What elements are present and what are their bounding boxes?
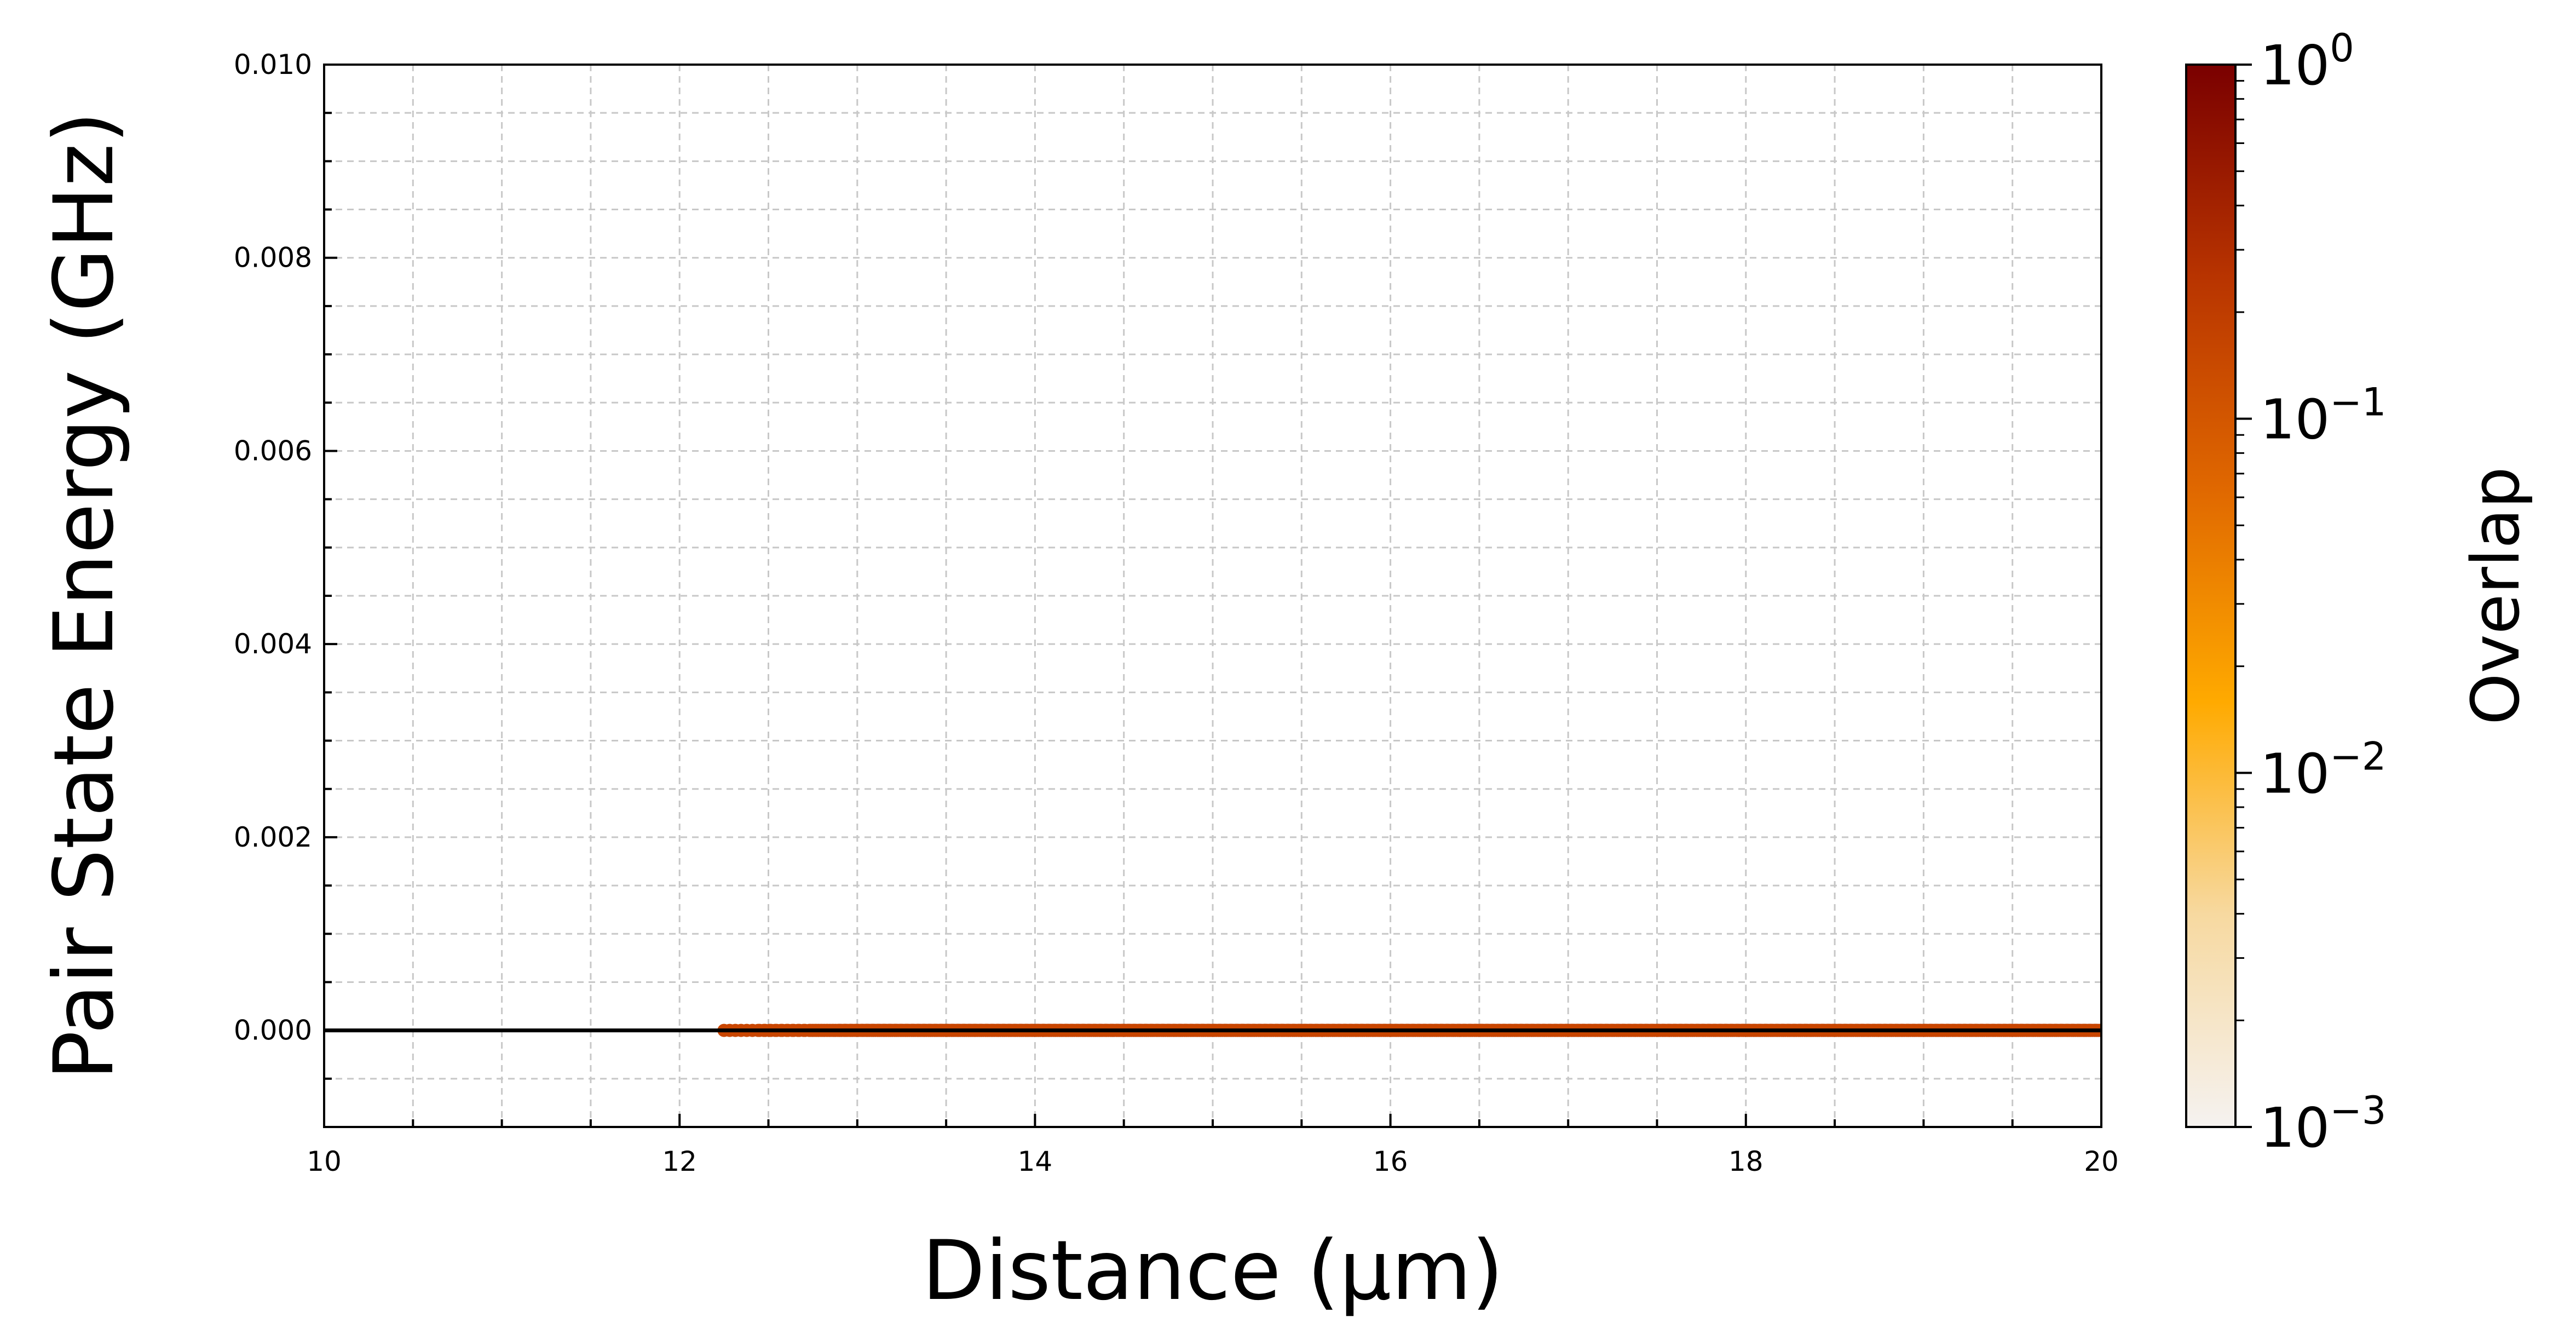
x-tick-label: 20	[2084, 1146, 2119, 1177]
y-tick-label: 0.002	[234, 821, 312, 853]
colorbar-tick-label: 10−2	[2260, 734, 2386, 806]
grid-lines	[323, 64, 2102, 1128]
x-tick-label: 14	[1018, 1146, 1053, 1177]
x-tick-label: 12	[662, 1146, 697, 1177]
colorbar-tick-label: 100	[2260, 26, 2354, 97]
x-axis-title: Distance (μm)	[922, 1223, 1503, 1319]
x-tick-label: 10	[307, 1146, 342, 1177]
y-tick-label: 0.004	[234, 628, 312, 660]
y-tick-label: 0.010	[234, 49, 312, 80]
colorbar-tick-label: 10−1	[2260, 380, 2386, 452]
y-tick-label: 0.000	[234, 1015, 312, 1046]
colorbar-tick-label: 10−3	[2260, 1088, 2386, 1160]
x-tick-label: 18	[1728, 1146, 1764, 1177]
y-axis-title: Pair State Energy (GHz)	[37, 111, 132, 1080]
y-tick-label: 0.006	[234, 435, 312, 467]
x-axis: 10 12 14 16 18 20	[307, 1114, 2119, 1177]
y-tick-label: 0.008	[234, 242, 312, 274]
x-tick-label: 16	[1373, 1146, 1408, 1177]
colorbar-title: Overlap	[2458, 467, 2534, 725]
colorbar	[2185, 64, 2237, 1128]
y-axis: 0.000 0.002 0.004 0.006 0.008 0.010	[234, 49, 337, 1128]
colorbar-axis: 100 10−1 10−2 10−3	[2235, 26, 2386, 1160]
